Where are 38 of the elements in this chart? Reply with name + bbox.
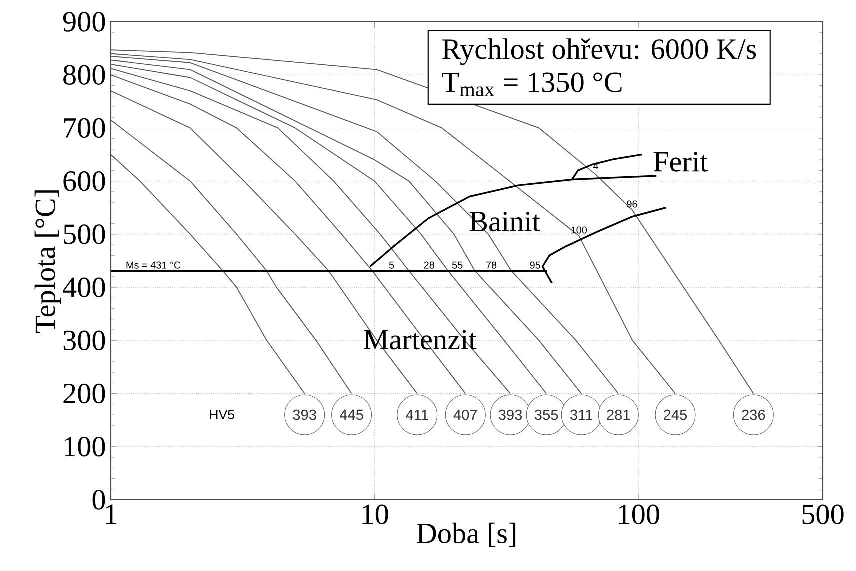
annotation: 245	[664, 410, 688, 420]
y-tick-label: 200	[64, 384, 106, 404]
annotation: 28	[424, 262, 434, 269]
annotation: 311	[570, 410, 593, 420]
annotation: 393	[293, 410, 316, 420]
annotation: HV5	[210, 410, 234, 420]
annotation: Rychlost ohřevu: 6000 K/s	[442, 38, 756, 66]
annotation: T$_{max}$ = 1350 °C	[442, 72, 622, 97]
y-tick-label: 400	[63, 278, 106, 298]
annotation: 236	[742, 410, 766, 420]
x-tick-label: 100	[619, 504, 660, 524]
y-tick-label: 600	[64, 171, 106, 192]
annotation: 355	[534, 410, 558, 420]
x-axis-title: Doba [s]	[417, 522, 516, 548]
annotation: 393	[498, 410, 522, 420]
y-tick-label: 500	[64, 224, 106, 244]
y-tick-label: 300	[64, 330, 106, 351]
x-tick-label: 10	[362, 504, 388, 524]
annotation: 281	[607, 410, 630, 420]
annotation: Ferit	[654, 152, 708, 172]
y-axis-title: Teplota [°C]	[34, 190, 62, 334]
annotation: 411	[406, 410, 428, 420]
x-tick-label: 500	[802, 504, 844, 524]
annotation: 55	[452, 262, 463, 269]
annotation: 95	[530, 262, 540, 269]
y-tick-label: 0	[92, 490, 106, 510]
annotation: 100	[572, 226, 588, 234]
annotation: 5	[389, 262, 394, 269]
y-tick-label: 800	[64, 65, 106, 85]
annotation: 78	[486, 262, 497, 269]
annotation: 407	[454, 410, 478, 420]
annotation: 445	[340, 410, 364, 420]
x-tick-label: 1	[106, 504, 117, 524]
annotation: Ms = 431 °C	[126, 262, 181, 269]
y-tick-label: 700	[64, 118, 106, 138]
y-tick-label: 100	[65, 437, 106, 457]
y-tick-label: 900	[63, 12, 106, 32]
annotation: 96	[627, 200, 638, 208]
